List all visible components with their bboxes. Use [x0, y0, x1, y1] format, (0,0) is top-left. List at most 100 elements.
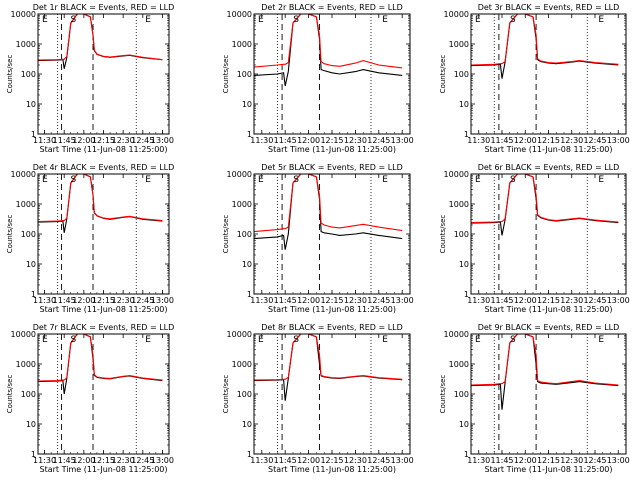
series-line-events [254, 14, 403, 87]
y-tick-label: 10000 [11, 170, 36, 179]
series-line-events [471, 174, 619, 236]
x-axis-label: Start Time (11-Jun-08 11:25:00) [268, 145, 396, 154]
y-tick-label: 10 [26, 100, 36, 109]
x-tick-label: 12:15 [320, 296, 343, 305]
x-tick-label: 12:15 [537, 296, 560, 305]
x-tick-label: 12:45 [367, 456, 390, 465]
y-tick-label: 100 [237, 390, 252, 399]
start-marker: S [510, 335, 516, 345]
series-line-events [254, 334, 403, 401]
left-marker: E [42, 335, 48, 345]
x-tick-label: 13:00 [607, 456, 630, 465]
chart-title: Det 4r BLACK = Events, RED = LLD [33, 163, 175, 172]
x-tick-label: 12:30 [112, 456, 135, 465]
x-tick-label: 12:30 [112, 136, 135, 145]
series-line-events [471, 14, 619, 79]
x-tick-label: 11:30 [467, 136, 490, 145]
chart-title: Det 1r BLACK = Events, RED = LLD [33, 3, 175, 12]
x-tick-label: 12:45 [583, 136, 606, 145]
y-tick-label: 1 [247, 290, 252, 299]
series-line-events [38, 174, 163, 233]
end-marker: E [382, 335, 388, 345]
y-tick-label: 1 [31, 290, 36, 299]
y-tick-label: 100 [237, 230, 252, 239]
x-tick-label: 12:00 [514, 136, 537, 145]
y-axis-label: Counts/sec [439, 375, 447, 414]
end-marker: E [145, 175, 151, 185]
detector-panel: Det 3r BLACK = Events, RED = LLD 1 10 100 10… [439, 3, 630, 154]
y-axis-label: Counts/sec [439, 55, 447, 94]
y-tick-label: 1000 [232, 40, 252, 49]
left-marker: E [258, 15, 264, 25]
x-axis-label: Start Time (11-Jun-08 11:25:00) [485, 465, 613, 474]
x-axis-label: Start Time (11-Jun-08 11:25:00) [485, 305, 613, 314]
x-tick-label: 12:15 [537, 136, 560, 145]
y-tick-label: 100 [21, 390, 36, 399]
plot-frame [37, 13, 170, 135]
y-tick-label: 100 [454, 230, 469, 239]
left-marker: E [475, 335, 481, 345]
start-marker: S [293, 175, 299, 185]
x-tick-label: 11:30 [33, 456, 56, 465]
x-tick-label: 12:45 [583, 456, 606, 465]
plot-frame [253, 173, 411, 295]
y-tick-label: 10000 [227, 10, 252, 19]
x-tick-label: 12:15 [320, 136, 343, 145]
x-tick-label: 12:00 [514, 456, 537, 465]
x-tick-label: 12:00 [297, 136, 320, 145]
x-tick-label: 12:30 [344, 136, 367, 145]
x-tick-label: 12:30 [344, 296, 367, 305]
y-tick-label: 1000 [16, 40, 36, 49]
x-axis-label: Start Time (11-Jun-08 11:25:00) [40, 305, 168, 314]
y-tick-label: 1000 [232, 360, 252, 369]
y-axis-label: Counts/sec [6, 375, 14, 414]
x-tick-label: 12:15 [537, 456, 560, 465]
x-tick-label: 11:45 [274, 456, 297, 465]
y-tick-label: 1000 [16, 200, 36, 209]
plot-frame [470, 173, 627, 295]
x-tick-label: 13:00 [391, 136, 414, 145]
x-tick-label: 11:30 [33, 296, 56, 305]
y-tick-label: 1 [464, 290, 469, 299]
y-axis-label: Counts/sec [222, 215, 230, 254]
detector-panel: Det 4r BLACK = Events, RED = LLD 1 10 100 10… [6, 163, 174, 314]
x-tick-label: 11:45 [274, 296, 297, 305]
x-tick-label: 12:45 [131, 136, 154, 145]
y-axis-label: Counts/sec [222, 55, 230, 94]
y-tick-label: 1000 [449, 200, 469, 209]
plot-frame [470, 13, 627, 135]
plot-frame [253, 13, 411, 135]
x-tick-label: 12:15 [92, 296, 115, 305]
x-tick-label: 13:00 [391, 456, 414, 465]
x-tick-label: 12:00 [297, 456, 320, 465]
y-tick-label: 10 [26, 260, 36, 269]
series-line-lld [38, 174, 163, 223]
x-tick-label: 11:45 [490, 296, 513, 305]
start-marker: S [71, 335, 77, 345]
x-tick-label: 12:00 [72, 296, 95, 305]
start-marker: S [71, 175, 77, 185]
x-tick-label: 11:30 [467, 296, 490, 305]
y-tick-label: 10000 [444, 330, 469, 339]
y-tick-label: 10000 [11, 10, 36, 19]
detector-panel: Det 2r BLACK = Events, RED = LLD 1 10 100 10… [222, 3, 414, 154]
start-marker: S [293, 335, 299, 345]
x-tick-label: 13:00 [151, 456, 174, 465]
x-tick-label: 12:15 [92, 456, 115, 465]
x-tick-label: 13:00 [391, 296, 414, 305]
y-tick-label: 1 [247, 450, 252, 459]
y-tick-label: 1 [464, 130, 469, 139]
x-axis-label: Start Time (11-Jun-08 11:25:00) [40, 145, 168, 154]
x-tick-label: 13:00 [607, 296, 630, 305]
x-tick-label: 12:00 [297, 296, 320, 305]
x-axis-label: Start Time (11-Jun-08 11:25:00) [268, 305, 396, 314]
series-line-lld [254, 14, 403, 69]
end-marker: E [382, 175, 388, 185]
x-tick-label: 11:30 [250, 136, 273, 145]
x-tick-label: 12:30 [560, 136, 583, 145]
x-tick-label: 11:30 [467, 456, 490, 465]
detector-panel: Det 9r BLACK = Events, RED = LLD 1 10 100 10… [439, 323, 630, 474]
x-axis-label: Start Time (11-Jun-08 11:25:00) [268, 465, 396, 474]
y-tick-label: 1000 [449, 40, 469, 49]
